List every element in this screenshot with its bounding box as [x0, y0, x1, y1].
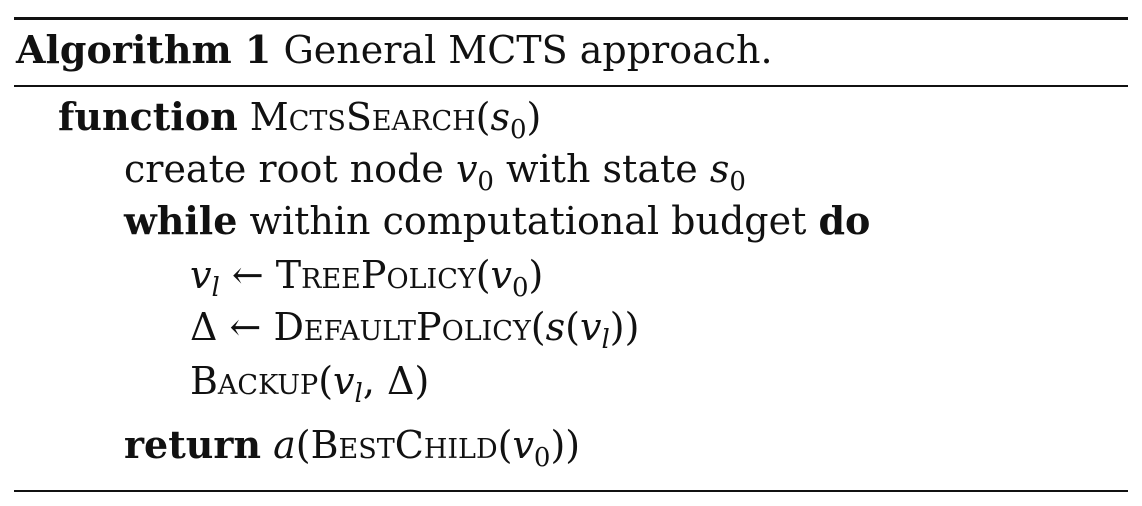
paren-open: ( [295, 423, 311, 467]
space [261, 423, 273, 467]
text: with state [493, 147, 710, 191]
text: within computational budget [237, 199, 819, 243]
paren-close: ) [414, 359, 430, 403]
function-name: DefaultPolicy [273, 305, 531, 349]
paren-open: ( [565, 305, 580, 349]
paren-close: )) [609, 305, 640, 349]
line-function-header: function MctsSearch(s0) [58, 94, 541, 153]
function-name: MctsSearch [249, 95, 476, 139]
math-var: s [490, 95, 510, 139]
math-subscript: l [601, 325, 610, 355]
math-delta: Δ [190, 305, 218, 349]
assign-arrow: ← [217, 305, 274, 349]
math-delta: Δ [387, 359, 415, 403]
math-subscript: 0 [533, 443, 551, 473]
math-subscript: 0 [511, 273, 529, 303]
line-return: return a(BestChild(v0)) [124, 422, 580, 481]
paren-close: ) [528, 253, 544, 297]
keyword-function: function [58, 94, 238, 139]
math-var: v [190, 253, 212, 297]
keyword-do: do [818, 198, 871, 243]
math-var: s [545, 305, 566, 349]
paren-close: ) [526, 95, 542, 139]
math-var: s [709, 147, 730, 191]
function-name: BestChild [310, 423, 498, 467]
paren-open: ( [497, 423, 513, 467]
function-name: Backup [190, 359, 319, 403]
math-var: v [512, 423, 534, 467]
paren-open: ( [475, 95, 491, 139]
math-var: a [273, 423, 296, 467]
line-default-policy: Δ ← DefaultPolicy(s(vl)) [190, 304, 639, 363]
paren-open: ( [530, 305, 546, 349]
paren-close: )) [550, 423, 581, 467]
function-name: TreePolicy [275, 253, 476, 297]
line-tree-policy: vl ← TreePolicy(v0) [190, 252, 543, 311]
top-rule [14, 17, 1128, 20]
keyword-while: while [124, 198, 238, 243]
math-var: v [455, 147, 478, 191]
assign-arrow: ← [219, 253, 276, 297]
math-subscript: l [354, 379, 363, 409]
algorithm-caption: Algorithm 1 General MCTS approach. [16, 26, 773, 74]
line-backup: Backup(vl, Δ) [190, 358, 429, 417]
paren-open: ( [318, 359, 334, 403]
math-subscript: 0 [477, 167, 494, 197]
math-var: v [579, 305, 602, 349]
comma: , [362, 359, 388, 403]
algorithm-title: General MCTS approach. [271, 28, 773, 72]
text: create root node [124, 147, 456, 191]
caption-rule [14, 85, 1128, 87]
line-create-root: create root node v0 with state s0 [124, 146, 746, 205]
math-subscript: l [211, 273, 220, 303]
line-while-loop: while within computational budget do [124, 198, 870, 244]
math-subscript: 0 [510, 115, 527, 145]
math-var: v [490, 253, 512, 297]
paren-open: ( [475, 253, 491, 297]
bottom-rule [14, 490, 1128, 492]
math-var: v [333, 359, 355, 403]
math-subscript: 0 [729, 167, 746, 197]
algorithm-label: Algorithm 1 [16, 27, 272, 72]
keyword-return: return [124, 422, 262, 467]
